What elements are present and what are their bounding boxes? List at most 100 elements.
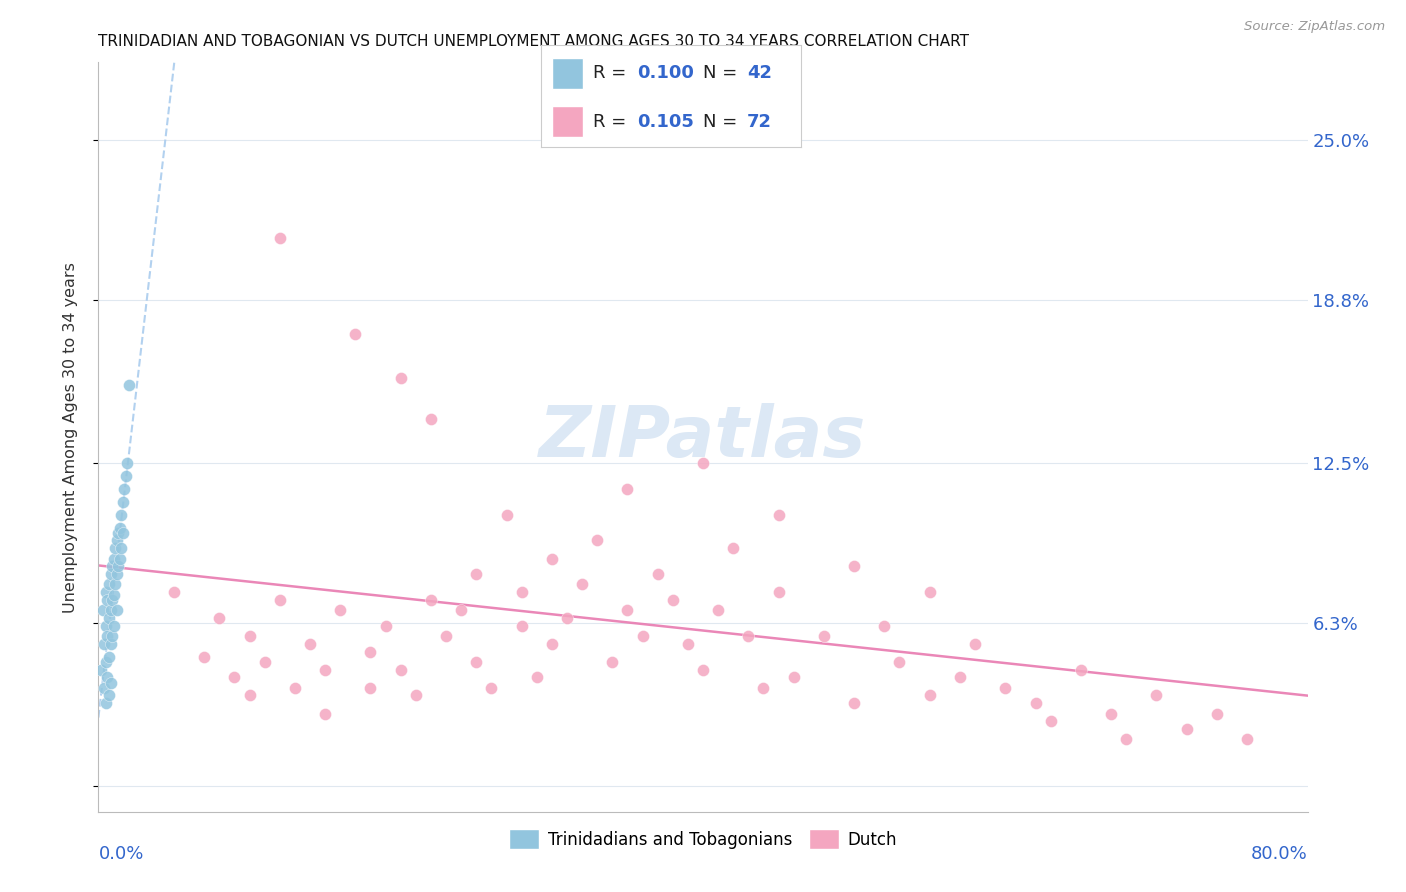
Point: [94, 618, 117, 632]
Text: ZIPatlas: ZIPatlas: [540, 402, 866, 472]
Point: [783, 670, 806, 684]
Point: [465, 655, 488, 669]
Text: 0.0%: 0.0%: [98, 846, 143, 863]
Point: [752, 681, 775, 695]
Point: [299, 637, 322, 651]
Point: [94, 696, 117, 710]
Point: [103, 588, 125, 602]
Point: [269, 592, 291, 607]
Point: [98, 611, 121, 625]
Point: [495, 508, 517, 522]
Point: [768, 585, 790, 599]
Point: [1206, 706, 1229, 721]
Text: N =: N =: [703, 64, 742, 82]
Point: [108, 520, 131, 534]
Point: [389, 663, 412, 677]
Point: [360, 644, 382, 658]
Point: [100, 567, 122, 582]
Text: 42: 42: [747, 64, 772, 82]
Point: [107, 525, 129, 540]
Text: 0.105: 0.105: [637, 112, 695, 130]
Point: [949, 670, 972, 684]
Text: N =: N =: [703, 112, 742, 130]
Point: [112, 482, 135, 496]
Point: [96, 592, 118, 607]
Point: [405, 689, 427, 703]
Text: R =: R =: [593, 112, 633, 130]
Point: [91, 603, 114, 617]
Point: [616, 603, 638, 617]
Point: [526, 670, 548, 684]
Point: [1144, 689, 1167, 703]
Point: [314, 663, 336, 677]
Point: [873, 618, 896, 632]
Point: [571, 577, 593, 591]
Point: [93, 637, 115, 651]
Point: [163, 585, 186, 599]
Point: [1024, 696, 1046, 710]
Point: [96, 670, 118, 684]
Point: [98, 649, 121, 664]
Text: 80.0%: 80.0%: [1251, 846, 1308, 863]
Point: [100, 603, 122, 617]
Point: [118, 378, 141, 392]
Point: [104, 577, 127, 591]
Point: [103, 551, 125, 566]
Point: [965, 637, 987, 651]
Point: [465, 567, 488, 582]
Point: [107, 559, 129, 574]
Point: [540, 551, 562, 566]
Point: [284, 681, 307, 695]
Point: [90, 663, 112, 677]
Point: [510, 618, 533, 632]
Point: [101, 559, 124, 574]
Point: [420, 412, 443, 426]
Text: TRINIDADIAN AND TOBAGONIAN VS DUTCH UNEMPLOYMENT AMONG AGES 30 TO 34 YEARS CORRE: TRINIDADIAN AND TOBAGONIAN VS DUTCH UNEM…: [98, 34, 969, 49]
Point: [108, 551, 131, 566]
Point: [723, 541, 745, 556]
Point: [602, 655, 624, 669]
Text: 72: 72: [747, 112, 772, 130]
Text: R =: R =: [593, 64, 633, 82]
Point: [105, 603, 128, 617]
Point: [616, 482, 638, 496]
Point: [111, 494, 134, 508]
Point: [768, 508, 790, 522]
Point: [360, 681, 382, 695]
Point: [100, 675, 122, 690]
Text: Source: ZipAtlas.com: Source: ZipAtlas.com: [1244, 20, 1385, 33]
Point: [269, 231, 291, 245]
Point: [420, 592, 443, 607]
Point: [813, 629, 835, 643]
Point: [676, 637, 699, 651]
Point: [103, 618, 125, 632]
Y-axis label: Unemployment Among Ages 30 to 34 years: Unemployment Among Ages 30 to 34 years: [63, 261, 77, 613]
Point: [1175, 722, 1198, 736]
Text: 0.100: 0.100: [637, 64, 695, 82]
Point: [586, 533, 609, 548]
Point: [98, 577, 121, 591]
Point: [737, 629, 759, 643]
Point: [105, 533, 128, 548]
Point: [374, 618, 396, 632]
Point: [94, 655, 117, 669]
Point: [104, 541, 127, 556]
Point: [224, 670, 246, 684]
Point: [631, 629, 654, 643]
Point: [1236, 732, 1258, 747]
Point: [661, 592, 683, 607]
Point: [314, 706, 336, 721]
Point: [239, 689, 262, 703]
Point: [98, 689, 121, 703]
Point: [111, 525, 134, 540]
Point: [1115, 732, 1137, 747]
Point: [94, 585, 117, 599]
Point: [918, 689, 941, 703]
Point: [481, 681, 503, 695]
Point: [434, 629, 457, 643]
Legend: Trinidadians and Tobagonians, Dutch: Trinidadians and Tobagonians, Dutch: [503, 822, 903, 855]
Point: [105, 567, 128, 582]
Point: [110, 541, 132, 556]
Point: [1039, 714, 1062, 729]
Point: [540, 637, 562, 651]
